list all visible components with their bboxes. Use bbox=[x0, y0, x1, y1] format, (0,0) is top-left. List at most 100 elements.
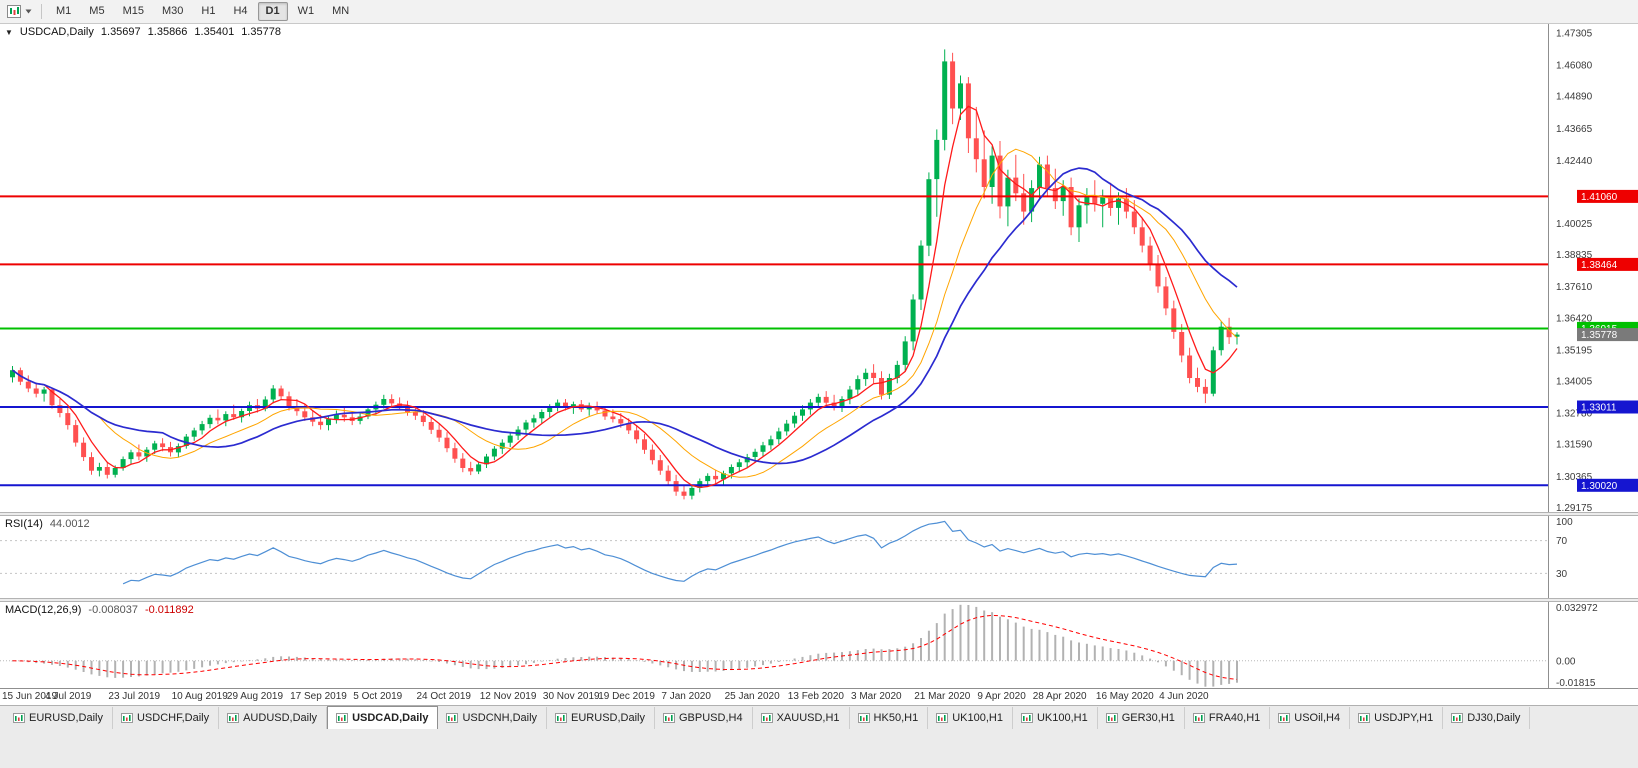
chart-tab-gbpusd-h4[interactable]: GBPUSD,H4 bbox=[655, 707, 753, 729]
candle-up bbox=[1218, 326, 1224, 351]
timeframe-button-w1[interactable]: W1 bbox=[297, 5, 315, 17]
chart-tab-fra40-h1[interactable]: FRA40,H1 bbox=[1185, 707, 1271, 729]
macd-bar bbox=[272, 656, 275, 661]
timeframe-button-mn[interactable]: MN bbox=[332, 5, 350, 17]
macd-bar bbox=[517, 660, 520, 666]
candle-up bbox=[262, 399, 268, 409]
macd-bar bbox=[122, 660, 125, 678]
candle-down bbox=[302, 411, 308, 418]
timeframe-button-h4[interactable]: H4 bbox=[233, 5, 248, 17]
chart-tab-usdcad-daily[interactable]: USDCAD,Daily bbox=[327, 706, 439, 730]
chart-tab-hk50-h1[interactable]: HK50,H1 bbox=[850, 707, 929, 729]
macd-bar bbox=[927, 630, 930, 661]
candle-up bbox=[839, 399, 845, 407]
timeframe-button-m15[interactable]: M15 bbox=[122, 5, 144, 17]
candle-up bbox=[894, 364, 900, 378]
timeframe-button-d1[interactable]: D1 bbox=[257, 2, 288, 21]
macd-bar bbox=[1062, 636, 1065, 661]
macd-bar bbox=[643, 660, 646, 662]
macd-panel: MACD(12,26,9) -0.008037 -0.011892 0.0329… bbox=[0, 602, 1638, 688]
candle-down bbox=[420, 415, 426, 422]
chart-tab-usdchf-daily[interactable]: USDCHF,Daily bbox=[113, 707, 220, 729]
macd-bar bbox=[793, 658, 796, 661]
chart-tab-icon bbox=[1278, 712, 1291, 723]
chart-tab-icon bbox=[13, 712, 25, 723]
chart-tab-label: EURUSD,Daily bbox=[29, 711, 103, 724]
macd-bar bbox=[580, 657, 583, 661]
panel-divider[interactable] bbox=[0, 512, 1638, 516]
chart-tab-uk100-h1[interactable]: UK100,H1 bbox=[1013, 707, 1098, 729]
svg-text:1.37610: 1.37610 bbox=[1556, 282, 1593, 293]
price-axis-ticks: 1.47305 1.46080 1.44890 1.43665 1.42440 1.400… bbox=[1556, 29, 1593, 512]
macd-bar bbox=[904, 646, 907, 661]
toolbar-separator bbox=[41, 4, 42, 19]
svg-text:30: 30 bbox=[1556, 569, 1568, 580]
chart-tab-icon bbox=[1358, 712, 1371, 723]
chart-tab-label: FRA40,H1 bbox=[1208, 711, 1261, 724]
candle-up bbox=[736, 462, 742, 467]
candle-down bbox=[1044, 164, 1050, 188]
chart-tab-usdjpy-h1[interactable]: USDJPY,H1 bbox=[1350, 707, 1444, 729]
macd-bar bbox=[469, 660, 472, 669]
macd-bar bbox=[896, 648, 899, 661]
macd-bar bbox=[706, 660, 709, 672]
chart-tab-icon bbox=[1020, 712, 1033, 723]
candle-up bbox=[1084, 195, 1090, 206]
chart-tab-dj30-daily[interactable]: DJ30,Daily bbox=[1443, 707, 1531, 729]
chart-tab-eurusd-daily[interactable]: EURUSD,Daily bbox=[547, 707, 655, 729]
panel-divider[interactable] bbox=[0, 598, 1638, 602]
macd-bar bbox=[817, 653, 820, 661]
svg-text:1.46080: 1.46080 bbox=[1556, 61, 1593, 72]
candle-down bbox=[997, 155, 1003, 207]
timeframe-button-m1[interactable]: M1 bbox=[56, 5, 72, 17]
candle-down bbox=[1131, 211, 1137, 228]
candle-up bbox=[326, 419, 331, 426]
new-chart-button[interactable] bbox=[3, 3, 36, 21]
macd-bar bbox=[1149, 658, 1152, 661]
timeframe-button-m5[interactable]: M5 bbox=[89, 5, 105, 17]
chart-tab-eurusd-daily[interactable]: EURUSD,Daily bbox=[5, 707, 113, 729]
candle-down bbox=[49, 389, 55, 406]
rsi-canvas[interactable]: 100 70 30 bbox=[0, 516, 1638, 598]
candle-down bbox=[1195, 378, 1200, 387]
chart-tab-ger30-h1[interactable]: GER30,H1 bbox=[1098, 707, 1185, 729]
chart-tab-xauusd-h1[interactable]: XAUUSD,H1 bbox=[753, 707, 850, 729]
candle-down bbox=[665, 470, 671, 482]
chart-tab-uk100-h1[interactable]: UK100,H1 bbox=[928, 707, 1013, 729]
timeframe-button-m30[interactable]: M30 bbox=[161, 5, 184, 17]
candle-down bbox=[33, 388, 39, 394]
chart-tab-audusd-daily[interactable]: AUDUSD,Daily bbox=[219, 707, 328, 729]
candle-down bbox=[563, 402, 568, 408]
macd-bar bbox=[540, 660, 543, 662]
timeframe-button-h1[interactable]: H1 bbox=[201, 5, 216, 17]
candle-up bbox=[815, 396, 821, 403]
time-axis[interactable]: 15 Jun 2019 4 Jul 2019 23 Jul 2019 10 Aug 2… bbox=[0, 688, 1638, 705]
chart-tab-usdcnh-daily[interactable]: USDCNH,Daily bbox=[438, 707, 548, 729]
macd-bar bbox=[991, 612, 994, 661]
candle-up bbox=[934, 139, 940, 180]
candles-group bbox=[10, 49, 1240, 500]
macd-bar bbox=[1101, 646, 1104, 661]
macd-bar bbox=[398, 658, 401, 661]
chart-tab-usoil-h4[interactable]: USOil,H4 bbox=[1270, 707, 1351, 729]
macd-canvas[interactable]: 0.032972 0.00 -0.01815 bbox=[0, 602, 1638, 688]
candle-down bbox=[65, 413, 71, 426]
candle-down bbox=[389, 399, 395, 404]
chart-tab-label: USDCAD,Daily bbox=[352, 711, 429, 724]
candle-up bbox=[958, 83, 963, 109]
svg-text:1.34005: 1.34005 bbox=[1556, 377, 1593, 388]
candle-down bbox=[1147, 245, 1153, 264]
candle-up bbox=[760, 445, 766, 452]
main-chart-canvas[interactable]: 1.47305 1.46080 1.44890 1.43665 1.42440 1.400… bbox=[0, 24, 1638, 512]
macd-bar bbox=[525, 660, 527, 665]
candle-up bbox=[507, 435, 513, 443]
candle-down bbox=[25, 381, 31, 389]
candle-down bbox=[412, 412, 418, 416]
macd-bar bbox=[738, 660, 741, 669]
candle-down bbox=[823, 396, 829, 403]
macd-bar bbox=[216, 660, 219, 665]
svg-text:1.30020: 1.30020 bbox=[1581, 481, 1618, 492]
chart-tab-icon bbox=[1192, 712, 1205, 723]
macd-bar bbox=[130, 660, 132, 677]
candle-up bbox=[333, 414, 339, 420]
